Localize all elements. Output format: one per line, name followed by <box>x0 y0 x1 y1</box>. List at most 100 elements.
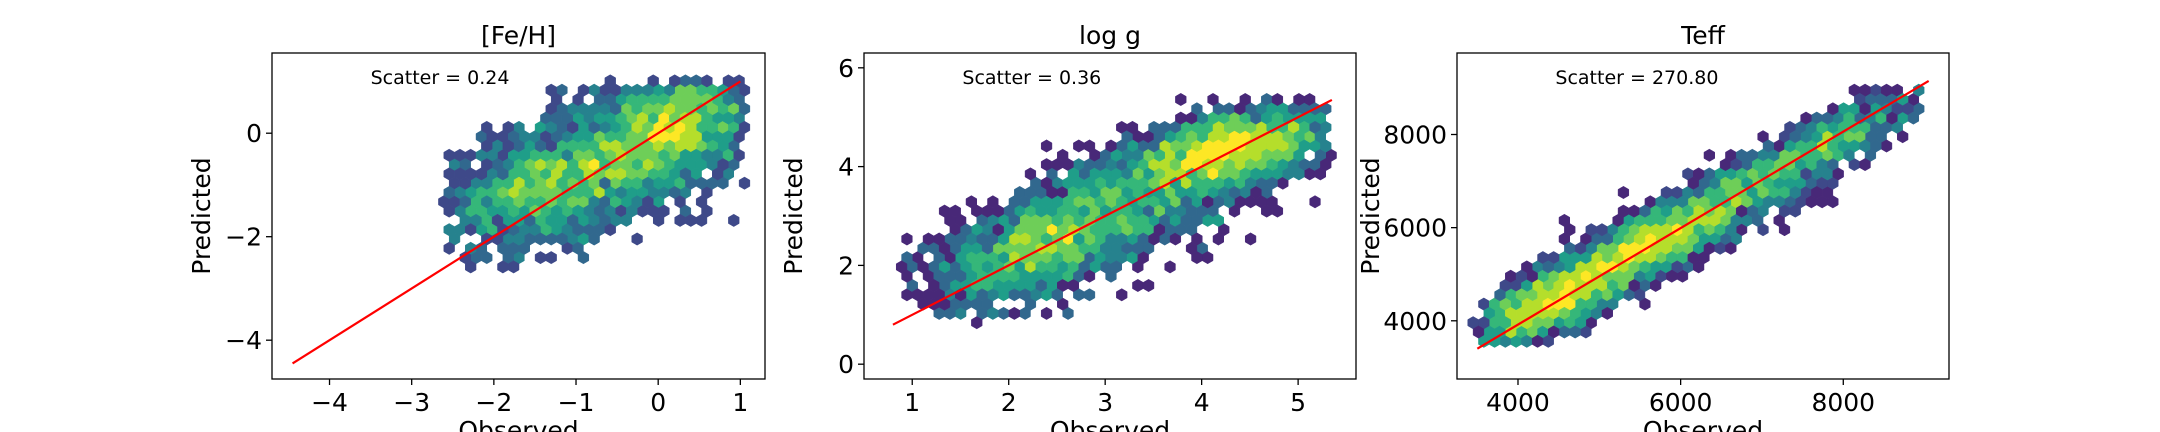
hexbin-cell <box>1175 93 1187 106</box>
hexbin-cell <box>1666 269 1678 283</box>
hexbin-cell <box>443 148 455 162</box>
hexbin-cell <box>1639 260 1651 274</box>
hexbin-cell <box>1816 195 1828 209</box>
hexbin-cell <box>987 306 999 320</box>
hexbin-cell <box>475 167 488 181</box>
hexbin-cell <box>1040 306 1053 320</box>
hexbin-cell <box>1024 167 1037 181</box>
hexbin-cell <box>701 74 713 88</box>
hexbin-cell <box>738 176 751 190</box>
hexbin-cell <box>1035 279 1047 292</box>
hexbin-cell <box>1309 195 1321 209</box>
hexbin-cell <box>1880 83 1893 97</box>
hexbin-cell <box>1008 213 1020 227</box>
hexbin-cell <box>556 176 568 190</box>
hexbin-cell <box>1800 111 1812 125</box>
hexbin-cell <box>529 186 541 199</box>
hexbin-cell <box>604 74 616 88</box>
hexbin-layer <box>895 93 1337 330</box>
hexbin-cell <box>1271 148 1284 162</box>
hexbin-cell <box>1180 213 1192 227</box>
hexbin-cell <box>1762 158 1775 172</box>
x-tick-label: −1 <box>558 388 595 417</box>
hexbin-cell <box>1515 269 1528 283</box>
hexbin-cell <box>1067 167 1080 181</box>
x-axis-label: Observed <box>1050 416 1170 432</box>
hexbin-cell <box>1067 279 1080 292</box>
hexbin-cell <box>1234 120 1246 134</box>
hexbin-cell <box>481 139 493 153</box>
hexbin-cell <box>1778 204 1791 218</box>
x-tick-label: −4 <box>311 388 348 417</box>
hexbin-cell <box>1212 176 1224 190</box>
hexbin-cell <box>690 130 702 144</box>
hexbin-cell <box>1596 223 1608 237</box>
hexbin-cell <box>1293 148 1305 162</box>
hexbin-cell <box>1617 186 1630 199</box>
hexbin-cell <box>1293 93 1305 106</box>
hexbin-cell <box>534 139 547 153</box>
hexbin-cell <box>1153 130 1165 144</box>
hexbin-cell <box>728 213 740 227</box>
y-tick-label: 4 <box>838 153 854 182</box>
hexbin-cell <box>1035 204 1047 218</box>
hexbin-cell <box>443 186 455 199</box>
hexbin-cell <box>658 93 670 106</box>
hexbin-cell <box>997 306 1010 320</box>
hexbin-cell <box>1515 288 1528 302</box>
hexbin-cell <box>545 83 557 97</box>
x-tick-label: 5 <box>1290 388 1306 417</box>
hexbin-cell <box>1073 139 1085 153</box>
hexbin-cell <box>971 316 983 330</box>
hexbin-cell <box>1116 288 1128 302</box>
hexbin-cell <box>1907 111 1920 125</box>
hexbin-cell <box>1110 260 1122 274</box>
hexbin-cell <box>1660 186 1673 199</box>
hexbin-cell <box>922 232 935 246</box>
hexbin-cell <box>976 232 988 246</box>
y-tick-label: 0 <box>246 119 262 148</box>
hexbin-cell <box>1185 130 1198 144</box>
hexbin-cell <box>443 241 455 255</box>
hexbin-cell <box>1800 167 1812 181</box>
hexbin-cell <box>1320 139 1332 153</box>
hexbin-cell <box>1650 279 1662 292</box>
hexbin-cell <box>901 232 913 246</box>
hexbin-cell <box>1703 148 1715 162</box>
hexbin-cell <box>615 186 627 199</box>
hexbin-cell <box>459 176 471 190</box>
hexbin-cell <box>1244 232 1257 246</box>
hexbin-cell <box>674 213 686 227</box>
hexbin-cell <box>481 120 493 134</box>
hexbin-cell <box>738 102 751 116</box>
hexbin-cell <box>1132 148 1144 162</box>
hexbin-cell <box>481 251 493 265</box>
hexbin-cell <box>1212 213 1224 227</box>
hexbin-cell <box>545 213 557 227</box>
hexbin-cell <box>1682 204 1694 218</box>
hexbin-cell <box>1051 158 1063 172</box>
hexbin-cell <box>1282 130 1294 144</box>
hexbin-cell <box>1250 167 1262 181</box>
chart-title: [Fe/H] <box>481 21 556 50</box>
hexbin-cell <box>685 176 697 190</box>
y-tick-label: 6000 <box>1383 214 1447 243</box>
hexbin-cell <box>901 269 913 283</box>
hexbin-cell <box>1083 269 1096 283</box>
hexbin-cell <box>459 195 471 209</box>
hexbin-cell <box>1250 186 1262 199</box>
hexbin-cell <box>1202 195 1214 209</box>
y-tick-label: −4 <box>225 326 262 355</box>
hexbin-cell <box>971 297 983 311</box>
scatter-annotation: Scatter = 270.80 <box>1555 67 1718 89</box>
x-tick-label: 8000 <box>1811 388 1875 417</box>
chart-title: Teff <box>1680 21 1725 50</box>
y-axis-label: Predicted <box>779 157 808 274</box>
hexbin-cell <box>1105 213 1117 227</box>
hexbin-cell <box>1612 213 1624 227</box>
chart-panel-logg: 1 2 3 4 5 0 2 4 6 log g Scatter = 0.36 Observed Pred… <box>779 21 1357 432</box>
hexbin-cell <box>1827 102 1839 116</box>
hexbin-cell <box>1628 279 1640 292</box>
hexbin-cell <box>1687 251 1699 265</box>
hexbin-cell <box>567 139 579 153</box>
